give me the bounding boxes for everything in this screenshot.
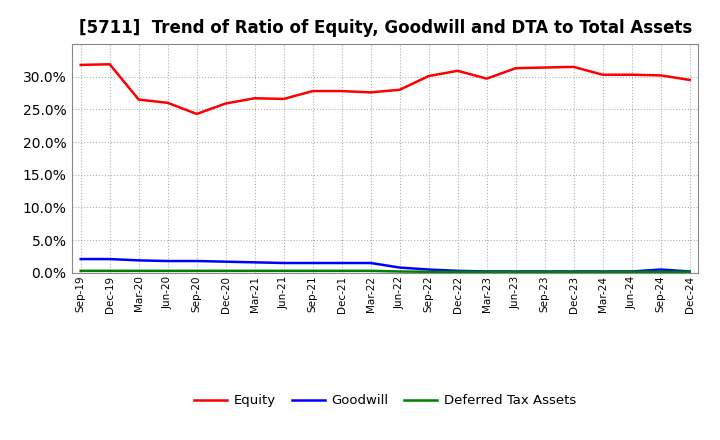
Deferred Tax Assets: [279, 268, 288, 274]
Equity: [482, 76, 491, 81]
Equity: [279, 96, 288, 102]
Goodwill: [657, 267, 665, 272]
Goodwill: [424, 267, 433, 272]
Equity: [657, 73, 665, 78]
Deferred Tax Assets: [366, 268, 375, 274]
Equity: [511, 66, 520, 71]
Goodwill: [338, 260, 346, 266]
Goodwill: [454, 268, 462, 274]
Legend: Equity, Goodwill, Deferred Tax Assets: Equity, Goodwill, Deferred Tax Assets: [189, 389, 582, 413]
Equity: [598, 72, 607, 77]
Goodwill: [482, 269, 491, 274]
Deferred Tax Assets: [135, 268, 143, 274]
Deferred Tax Assets: [338, 268, 346, 274]
Goodwill: [685, 269, 694, 274]
Deferred Tax Assets: [482, 269, 491, 275]
Deferred Tax Assets: [76, 268, 85, 274]
Title: [5711]  Trend of Ratio of Equity, Goodwill and DTA to Total Assets: [5711] Trend of Ratio of Equity, Goodwil…: [78, 19, 692, 37]
Equity: [163, 100, 172, 106]
Equity: [685, 77, 694, 83]
Goodwill: [192, 258, 201, 264]
Deferred Tax Assets: [395, 269, 404, 274]
Line: Goodwill: Goodwill: [81, 259, 690, 271]
Equity: [221, 101, 230, 106]
Equity: [570, 64, 578, 70]
Deferred Tax Assets: [454, 269, 462, 275]
Deferred Tax Assets: [627, 269, 636, 275]
Goodwill: [570, 269, 578, 274]
Equity: [76, 62, 85, 68]
Deferred Tax Assets: [105, 268, 114, 274]
Deferred Tax Assets: [221, 268, 230, 274]
Equity: [454, 68, 462, 73]
Goodwill: [163, 258, 172, 264]
Equity: [308, 88, 317, 94]
Equity: [105, 62, 114, 67]
Deferred Tax Assets: [685, 269, 694, 275]
Equity: [395, 87, 404, 92]
Goodwill: [541, 269, 549, 274]
Deferred Tax Assets: [598, 269, 607, 275]
Goodwill: [308, 260, 317, 266]
Goodwill: [76, 257, 85, 262]
Goodwill: [598, 269, 607, 274]
Deferred Tax Assets: [541, 269, 549, 275]
Deferred Tax Assets: [511, 269, 520, 275]
Deferred Tax Assets: [424, 269, 433, 275]
Deferred Tax Assets: [163, 268, 172, 274]
Equity: [251, 95, 259, 101]
Deferred Tax Assets: [657, 269, 665, 275]
Equity: [424, 73, 433, 79]
Equity: [338, 88, 346, 94]
Goodwill: [251, 260, 259, 265]
Goodwill: [135, 258, 143, 263]
Equity: [192, 111, 201, 117]
Deferred Tax Assets: [570, 269, 578, 275]
Goodwill: [279, 260, 288, 266]
Equity: [135, 97, 143, 102]
Equity: [627, 72, 636, 77]
Deferred Tax Assets: [308, 268, 317, 274]
Goodwill: [395, 265, 404, 270]
Goodwill: [627, 269, 636, 274]
Goodwill: [221, 259, 230, 264]
Deferred Tax Assets: [251, 268, 259, 274]
Goodwill: [511, 269, 520, 274]
Goodwill: [105, 257, 114, 262]
Equity: [541, 65, 549, 70]
Equity: [366, 90, 375, 95]
Goodwill: [366, 260, 375, 266]
Line: Equity: Equity: [81, 64, 690, 114]
Line: Deferred Tax Assets: Deferred Tax Assets: [81, 271, 690, 272]
Deferred Tax Assets: [192, 268, 201, 274]
